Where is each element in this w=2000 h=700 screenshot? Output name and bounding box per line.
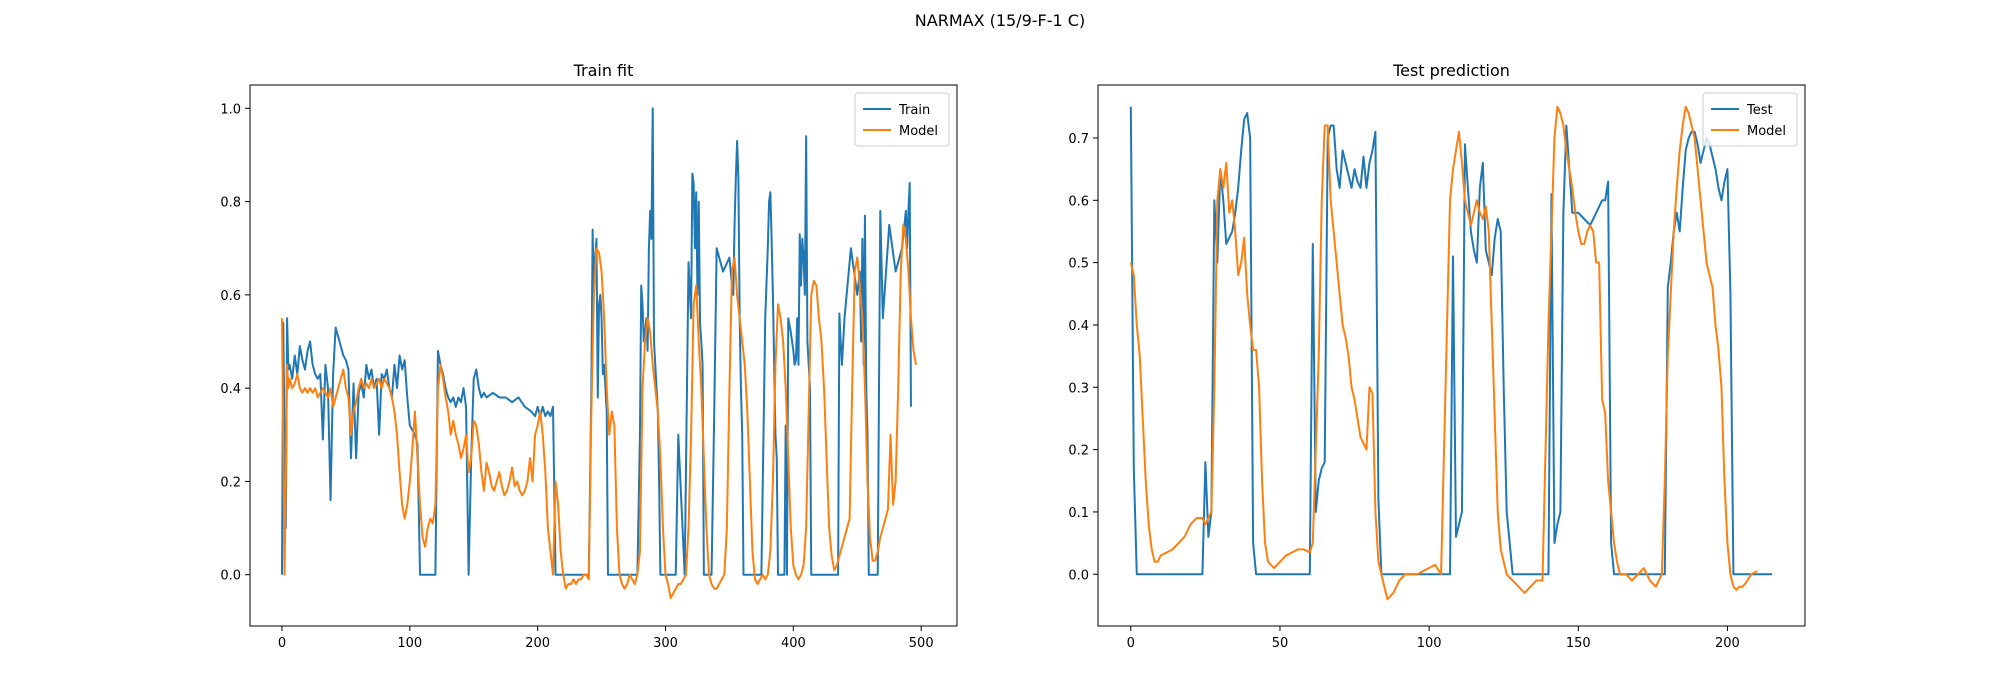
- test-prediction-x-tick-label: 100: [1417, 636, 1442, 651]
- test-prediction-title: Test prediction: [1392, 61, 1510, 80]
- train-fit-x-tick-label: 100: [397, 636, 422, 651]
- test-prediction-x-tick-label: 150: [1566, 636, 1591, 651]
- train-fit-x-tick-label: 300: [653, 636, 678, 651]
- test-prediction-y-tick-label: 0.4: [1068, 319, 1089, 334]
- test-prediction-y-tick-label: 0.1: [1068, 506, 1089, 521]
- test-prediction-series-model-line: [1129, 105, 1758, 601]
- train-fit-title: Train fit: [573, 61, 634, 80]
- test-prediction-legend-box: [1702, 92, 1798, 147]
- train-fit-series-model-line: [280, 223, 918, 600]
- train-fit-y-tick-label: 0.2: [220, 475, 241, 490]
- train-fit-x-tick-label: 0: [278, 636, 286, 651]
- test-prediction-axes-frame: [1097, 84, 1806, 627]
- test-prediction-x-tick-label: 200: [1715, 636, 1740, 651]
- train-fit-legend-label: Train: [898, 103, 930, 118]
- test-prediction-legend: Test Model: [1702, 92, 1798, 147]
- train-fit-y-tick-label: 0.8: [220, 196, 241, 211]
- train-fit-legend-box: [854, 92, 950, 147]
- train-fit-axes-frame: [249, 84, 958, 627]
- train-fit-series-train-line: [280, 107, 912, 576]
- train-fit-x-tick-label: 400: [781, 636, 806, 651]
- test-prediction-legend-label: Model: [1747, 124, 1786, 139]
- test-prediction-y-tick-label: 0.5: [1068, 257, 1089, 272]
- test-prediction-y-tick-label: 0.0: [1068, 568, 1089, 583]
- train-fit-y-tick-label: 0.0: [220, 569, 241, 584]
- test-prediction-x-tick-label: 0: [1127, 636, 1135, 651]
- train-fit-legend-label: Model: [899, 124, 938, 139]
- train-fit-y-tick-label: 0.4: [220, 382, 241, 397]
- train-fit-y-tick-label: 0.6: [220, 289, 241, 304]
- train-fit-y-tick-label: 1.0: [220, 102, 241, 117]
- test-prediction-y-tick-label: 0.6: [1068, 194, 1089, 209]
- train-fit-x-tick-label: 500: [909, 636, 934, 651]
- test-prediction-y-tick-label: 0.2: [1068, 444, 1089, 459]
- test-prediction-axes: Test prediction 0 50 100 150 200 0.0 0.1 0.2 0.3 0…: [1068, 61, 1806, 651]
- train-fit-legend: Train Model: [854, 92, 950, 147]
- train-fit-x-tick-label: 200: [525, 636, 550, 651]
- test-prediction-y-tick-label: 0.7: [1068, 132, 1089, 147]
- test-prediction-legend-label: Test: [1746, 103, 1773, 118]
- train-fit-axes: Train fit 0 100 200 300 400 500 0.0 0.2 0.4 0.6 0.8…: [220, 61, 958, 651]
- test-prediction-x-tick-label: 50: [1272, 636, 1289, 651]
- test-prediction-y-tick-label: 0.3: [1068, 381, 1089, 396]
- figure-suptitle: NARMAX (15/9-F-1 C): [915, 11, 1085, 30]
